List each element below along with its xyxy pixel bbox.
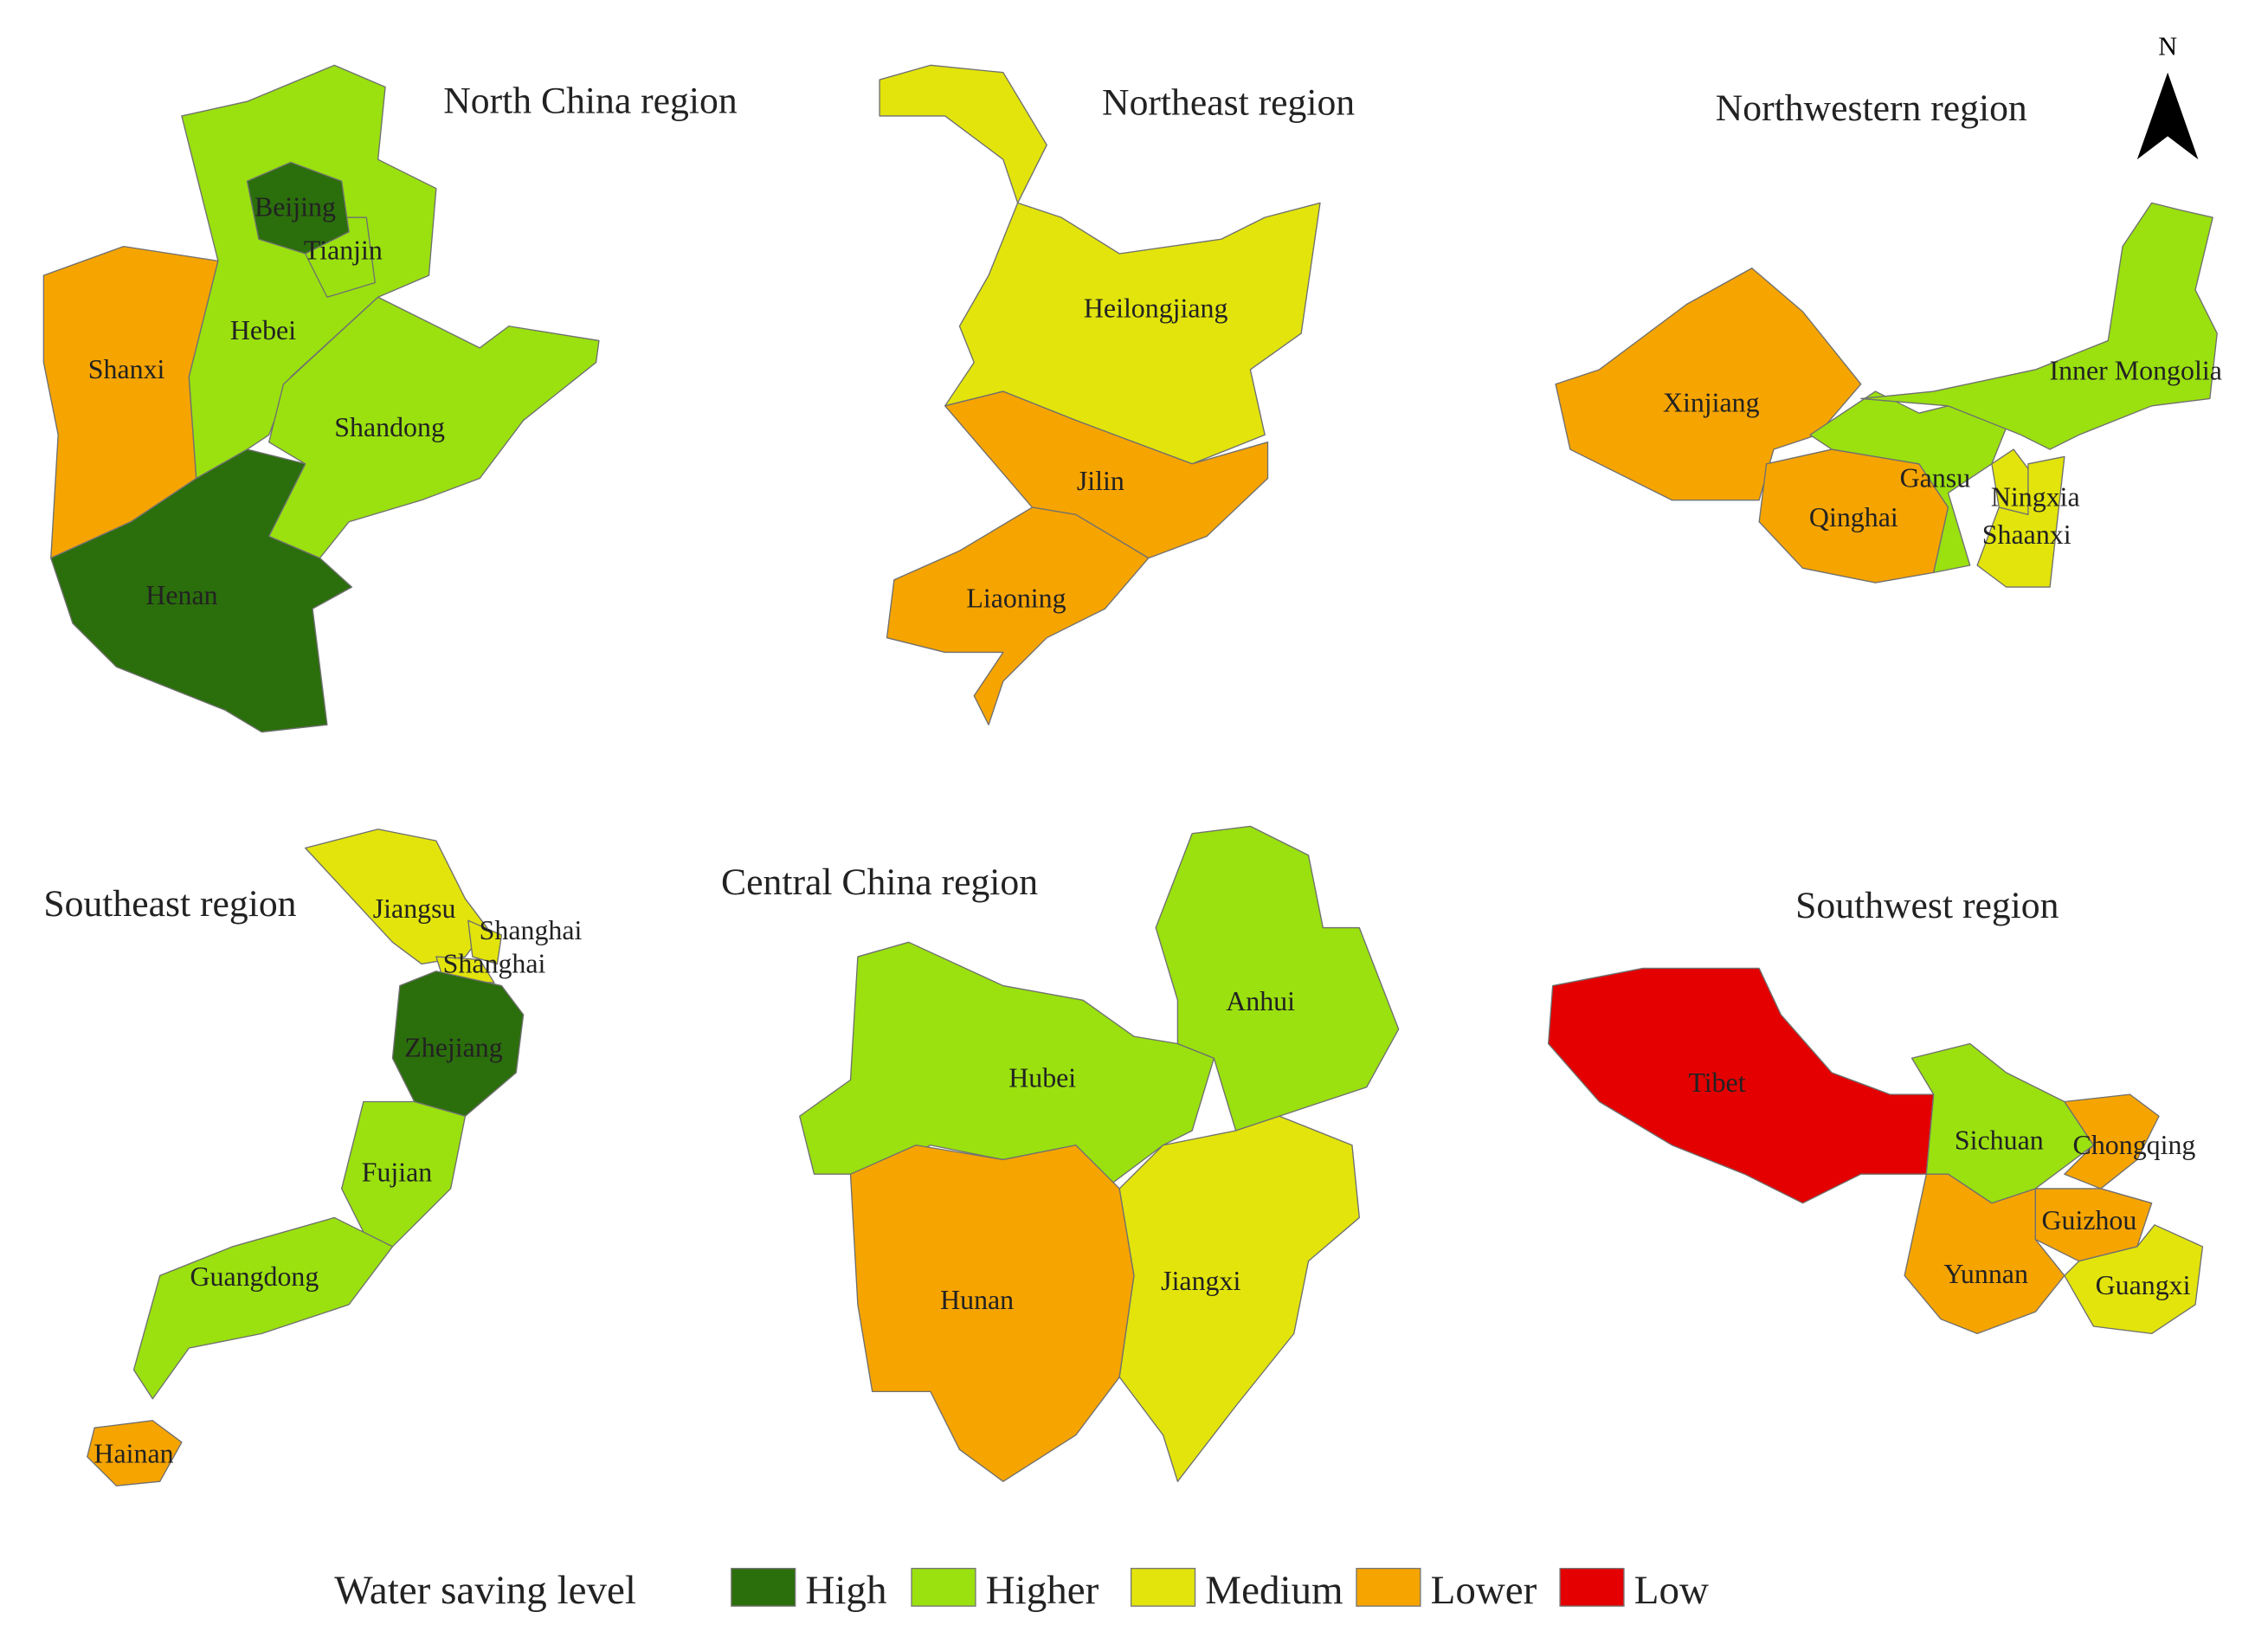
region-title: Northwestern region	[1716, 87, 2027, 129]
province-label: Tianjin	[304, 235, 383, 266]
province-label: Guangdong	[190, 1261, 319, 1292]
legend-label: Lower	[1431, 1568, 1537, 1613]
province-label: Guizhou	[2041, 1205, 2136, 1235]
province-label: Fujian	[362, 1158, 433, 1188]
province-label: Shanghai	[480, 915, 583, 945]
region-title: Southeast region	[43, 883, 296, 925]
legend-swatch	[911, 1567, 976, 1607]
province-label: Yunnan	[1943, 1259, 2028, 1289]
province-label: Beijing	[255, 192, 336, 222]
province-label: Xinjiang	[1663, 388, 1760, 418]
province	[467, 919, 503, 965]
legend-label: Medium	[1205, 1568, 1343, 1613]
north-arrow	[2136, 72, 2199, 160]
province-label: Guangxi	[2096, 1270, 2191, 1300]
province	[1860, 202, 2218, 450]
province	[849, 1145, 1135, 1482]
legend-swatch	[1356, 1567, 1421, 1607]
province-label: Hebei	[230, 315, 296, 345]
province	[1555, 268, 1862, 501]
legend-swatch	[731, 1567, 796, 1607]
province-label: Hainan	[93, 1438, 173, 1468]
province-label: Chongqing	[2073, 1130, 2196, 1160]
province-label: Hunan	[940, 1285, 1014, 1315]
legend-title: Water saving level	[334, 1568, 636, 1613]
province	[305, 829, 488, 965]
province-label: Shanxi	[88, 354, 165, 384]
province-label: Henan	[145, 580, 217, 610]
province-label: Heilongjiang	[1084, 293, 1228, 324]
province	[1155, 825, 1400, 1132]
province-label: Gansu	[1900, 463, 1971, 493]
province-label: Jiangxi	[1161, 1266, 1240, 1296]
province	[1976, 455, 2065, 588]
region-title: North China region	[443, 81, 738, 122]
province	[391, 971, 525, 1117]
legend-swatch	[1130, 1567, 1196, 1607]
province	[2064, 1093, 2160, 1190]
province	[341, 1100, 467, 1248]
province-label: Shandong	[334, 412, 445, 442]
legend-swatch	[1559, 1567, 1625, 1607]
north-label: N	[2158, 32, 2177, 61]
province	[87, 1420, 183, 1486]
region-title: Northeast region	[1102, 81, 1355, 123]
province	[886, 506, 1150, 725]
province-label: Inner Mongolia	[2049, 356, 2221, 386]
province-label: Jiangsu	[373, 893, 456, 924]
legend-label: Low	[1634, 1568, 1709, 1613]
province	[50, 448, 353, 733]
legend-label: High	[805, 1568, 886, 1613]
province-label: Shaanxi	[1982, 519, 2071, 550]
province-label: Ningxia	[1991, 481, 2080, 512]
province	[879, 64, 1321, 465]
province-label: Shanghai	[443, 949, 546, 979]
region-title: Central China region	[721, 861, 1038, 903]
legend-label: Higher	[986, 1568, 1099, 1613]
province-label: Tibet	[1688, 1067, 1745, 1098]
province	[132, 1216, 394, 1400]
province-label: Zhejiang	[404, 1033, 502, 1063]
province	[2064, 1224, 2204, 1335]
region-title: Southwest region	[1795, 885, 2059, 926]
province-label: Qinghai	[1809, 502, 1898, 532]
province-label: Liaoning	[966, 584, 1066, 614]
province-label: Jilin	[1077, 466, 1124, 496]
province	[246, 161, 350, 255]
province-label: Anhui	[1226, 986, 1295, 1016]
province	[1118, 1115, 1360, 1482]
province	[1809, 390, 2007, 574]
province-label: Hubei	[1008, 1063, 1076, 1093]
province-label: Sichuan	[1955, 1125, 2044, 1156]
